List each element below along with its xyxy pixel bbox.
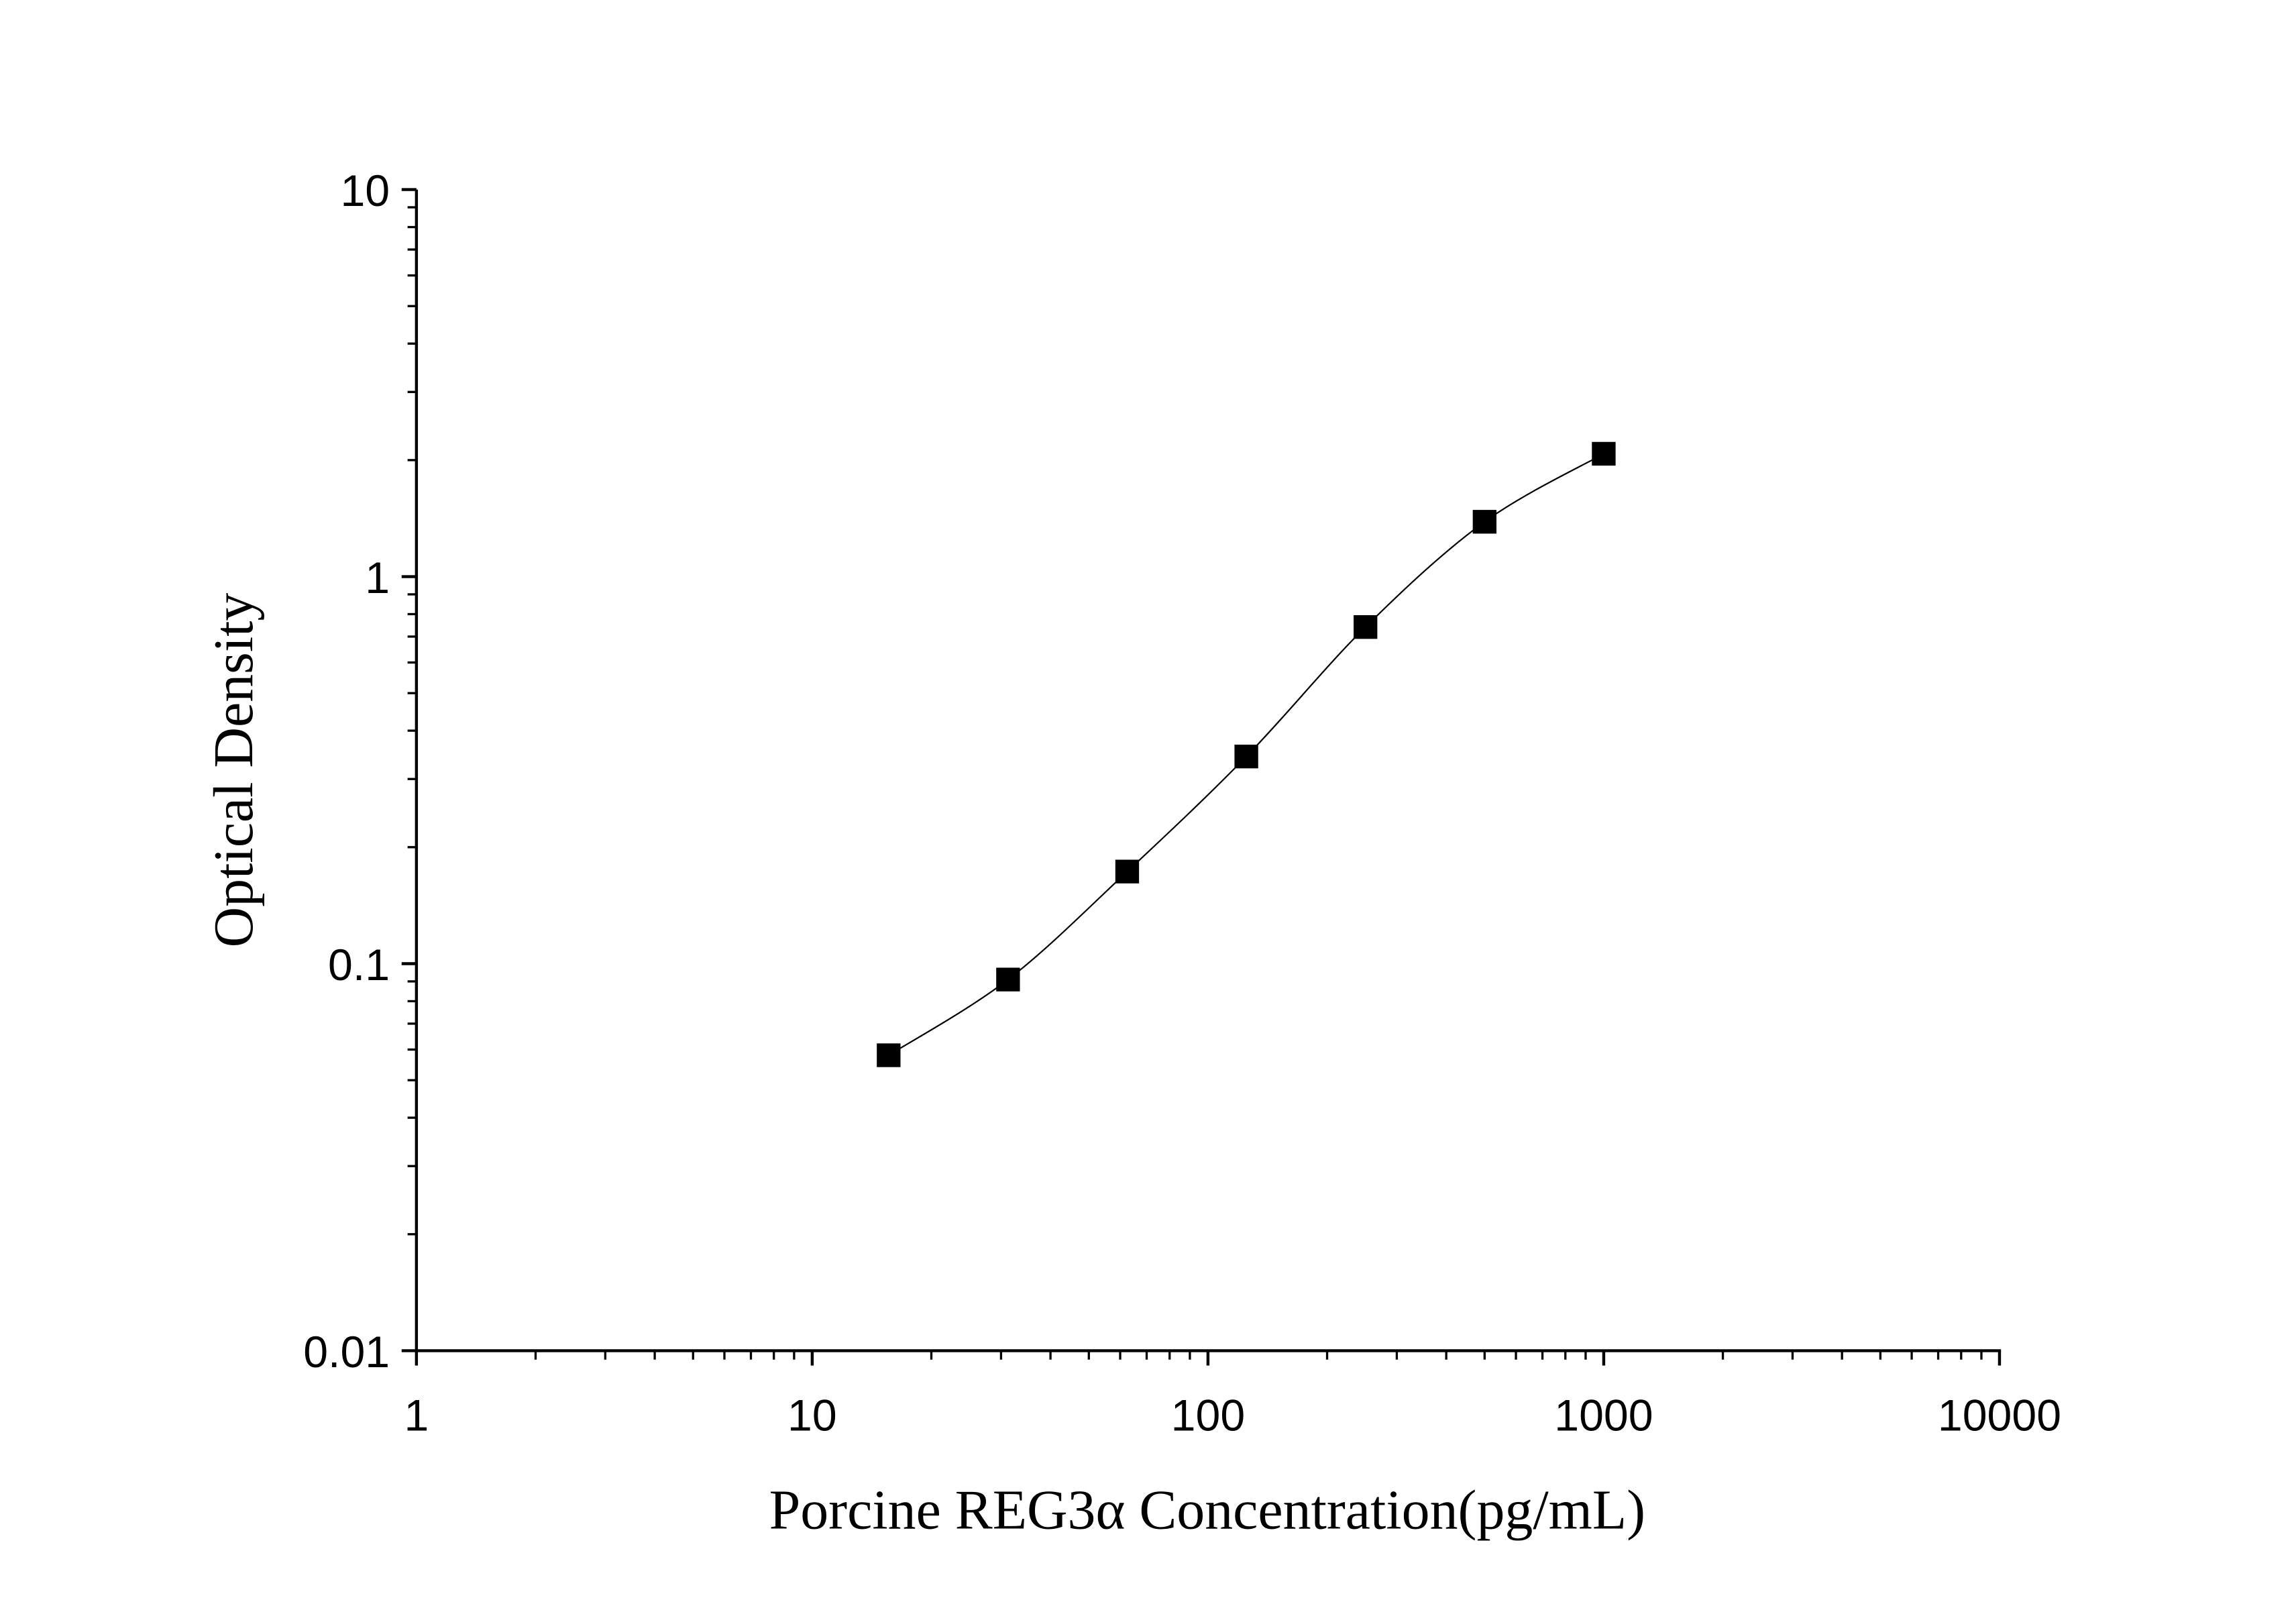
x-axis-label: Porcine REG3α Concentration(pg/mL) (769, 1479, 1645, 1541)
y-tick-label: 0.01 (303, 1328, 390, 1377)
y-tick-label: 0.1 (328, 941, 390, 990)
data-point (1472, 510, 1496, 534)
x-tick-label: 1000 (1554, 1391, 1653, 1441)
x-tick-label: 10 (787, 1391, 837, 1441)
x-tick-label: 10000 (1938, 1391, 2061, 1441)
data-point (1354, 615, 1378, 639)
x-tick-label: 100 (1171, 1391, 1245, 1441)
y-axis-label: Optical Density (203, 593, 265, 948)
data-point (877, 1043, 901, 1067)
data-points (877, 441, 1616, 1067)
y-tick-label: 1 (365, 553, 390, 603)
data-point (1234, 745, 1258, 769)
data-point (996, 967, 1020, 992)
data-point (1115, 859, 1140, 884)
axes (401, 188, 2002, 1366)
x-tick-label: 1 (404, 1391, 429, 1441)
tick-labels: 1 10 100 1000 10000 0.01 0.1 1 10 (303, 166, 2061, 1441)
y-tick-label: 10 (340, 166, 390, 216)
data-point (1592, 441, 1616, 466)
